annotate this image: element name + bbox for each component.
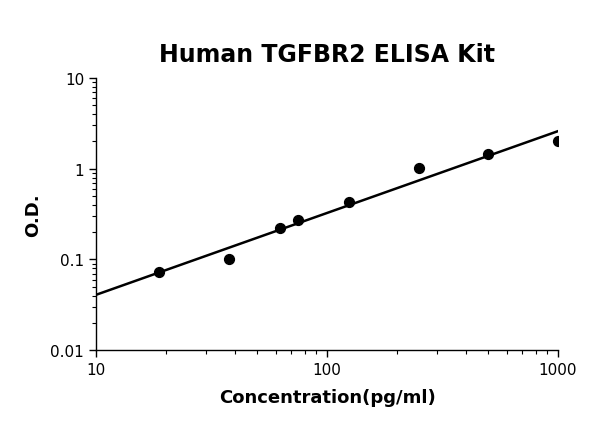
Point — [344, 199, 354, 206]
Point — [275, 226, 284, 233]
Point — [224, 256, 233, 263]
Point — [414, 165, 424, 172]
Point — [293, 217, 303, 224]
Y-axis label: O.D.: O.D. — [24, 193, 42, 237]
Point — [154, 269, 164, 276]
X-axis label: Concentration(pg/ml): Concentration(pg/ml) — [218, 388, 436, 406]
Point — [484, 151, 493, 158]
Point — [553, 138, 563, 145]
Title: Human TGFBR2 ELISA Kit: Human TGFBR2 ELISA Kit — [159, 43, 495, 67]
